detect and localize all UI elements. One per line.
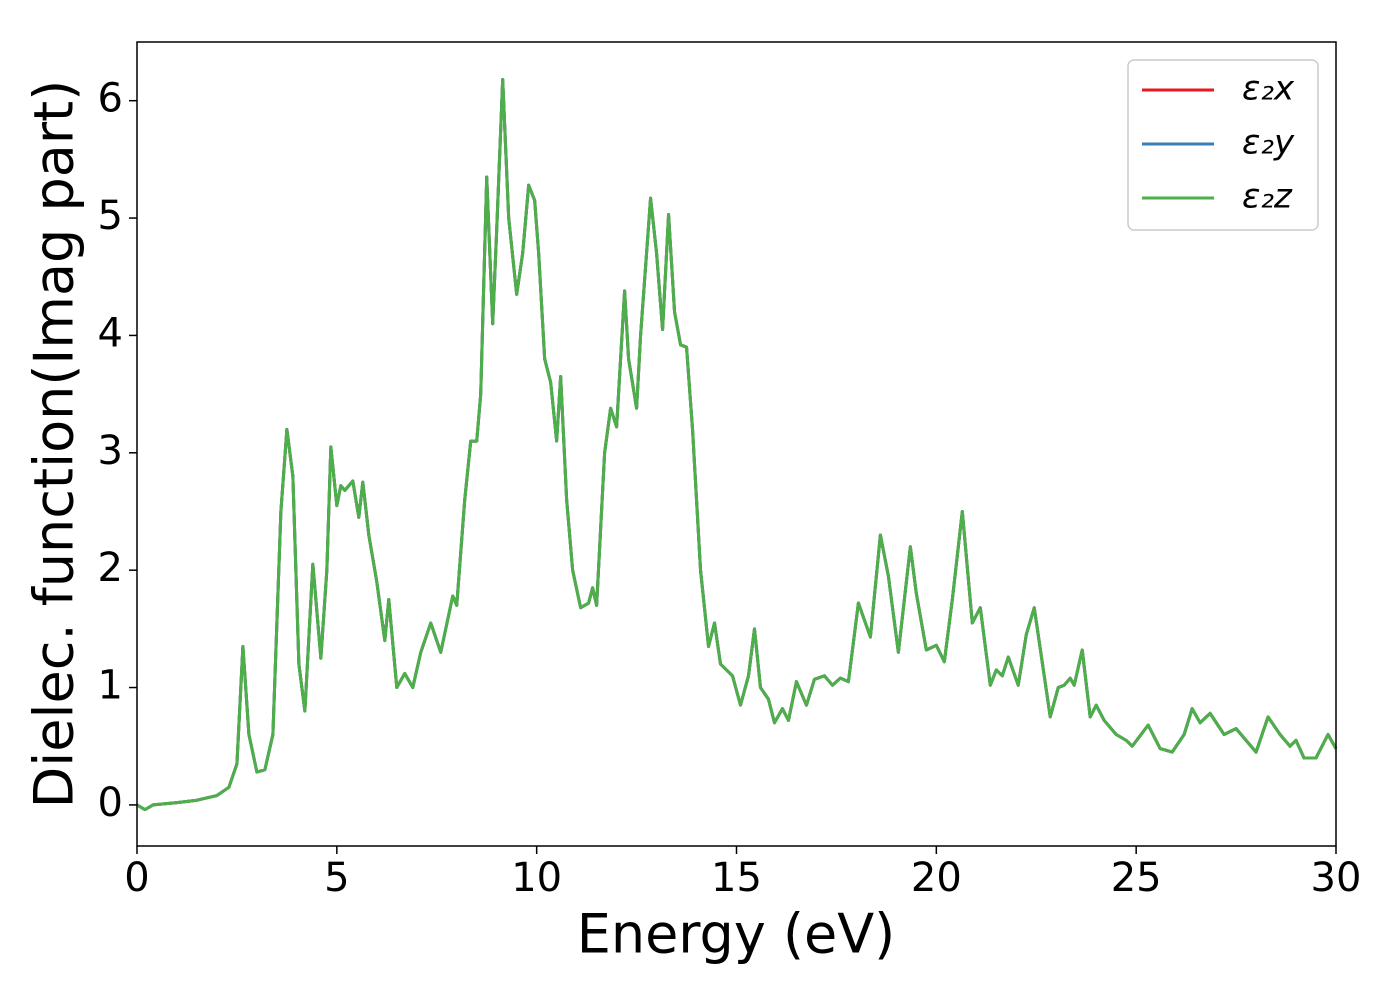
x-tick-label: 20 (911, 855, 962, 901)
x-tick-label: 30 (1311, 855, 1362, 901)
y-tick-label: 1 (98, 663, 123, 709)
y-tick-label: 3 (98, 428, 123, 474)
legend-label: ε₂x (1242, 69, 1295, 109)
x-tick-label: 15 (711, 855, 762, 901)
x-tick-label: 0 (124, 855, 149, 901)
y-tick-label: 5 (98, 193, 123, 239)
x-axis-label: Energy (eV) (577, 903, 896, 966)
legend-box (1127, 59, 1319, 231)
legend-label: ε₂y (1242, 123, 1295, 163)
plot-frame (136, 41, 1337, 847)
legend-label: ε₂z (1242, 177, 1293, 217)
x-tick-label: 5 (324, 855, 349, 901)
x-tick-label: 10 (511, 855, 562, 901)
y-tick-label: 4 (98, 310, 123, 356)
y-tick-label: 6 (98, 76, 123, 122)
y-axis-label: Dielec. function(Imag part) (23, 80, 86, 809)
y-tick-label: 2 (98, 545, 123, 591)
y-tick-label: 0 (98, 780, 123, 826)
data-line (136, 78, 1338, 812)
x-tick-label: 25 (1111, 855, 1162, 901)
